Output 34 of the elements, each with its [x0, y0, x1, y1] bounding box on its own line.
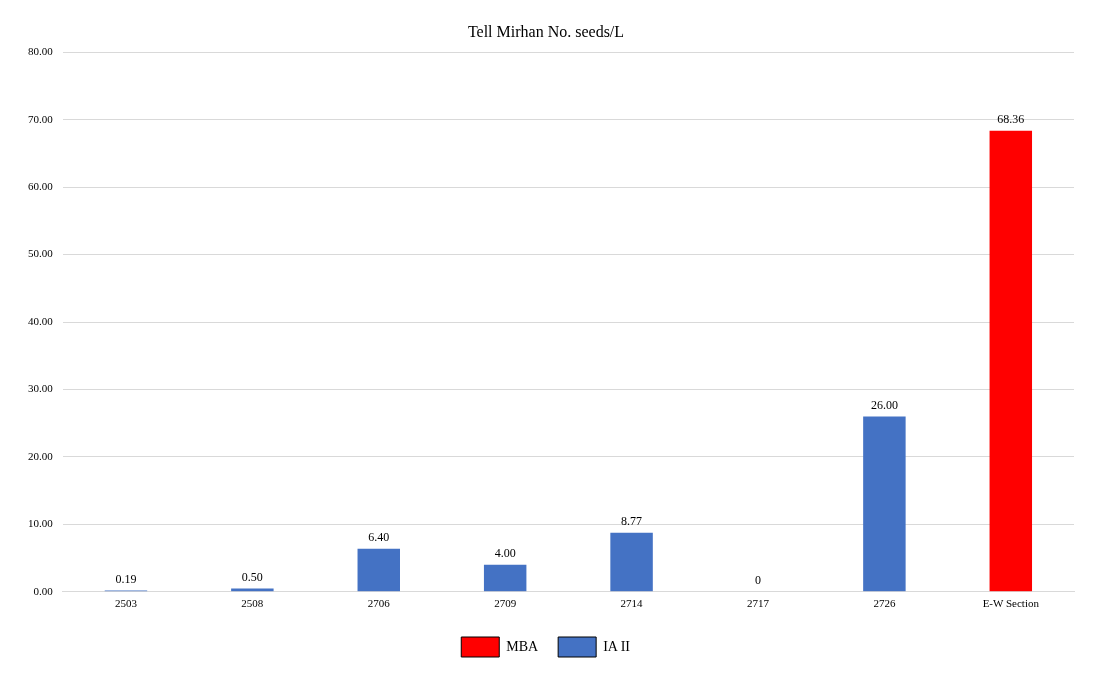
data-label: 26.00	[870, 397, 898, 412]
data-label: 0.50	[241, 569, 263, 584]
x-tick-label: 2503	[114, 597, 138, 610]
y-tick-label: 0.00	[33, 584, 54, 597]
data-label: 8.77	[621, 513, 643, 528]
x-tick-label: 2717	[746, 597, 770, 610]
x-tick-label: 2706	[367, 597, 391, 610]
chart-title: Tell Mirhan No. seeds/L	[467, 22, 625, 40]
data-label: 0.19	[115, 571, 137, 586]
y-tick-label: 50.00	[28, 247, 54, 260]
bar	[989, 130, 1033, 592]
x-tick-label: 2508	[241, 597, 264, 610]
legend-label: MBA	[506, 638, 540, 654]
y-tick-label: 10.00	[28, 517, 54, 530]
bar	[231, 588, 274, 592]
data-label: 6.40	[368, 529, 390, 544]
data-label: 4.00	[494, 545, 516, 560]
x-tick-label: E-W Section	[982, 597, 1040, 610]
y-tick-label: 80.00	[28, 45, 54, 58]
bar	[863, 416, 906, 592]
bar	[483, 564, 527, 592]
data-label: 0	[754, 572, 761, 587]
bar	[357, 548, 400, 592]
y-tick-label: 40.00	[28, 314, 54, 327]
y-tick-label: 60.00	[28, 179, 54, 192]
y-tick-label: 30.00	[28, 382, 54, 395]
x-tick-label: 2726	[873, 597, 896, 610]
data-label: 68.36	[997, 111, 1025, 126]
x-tick-label: 2709	[494, 597, 517, 610]
y-tick-label: 70.00	[28, 112, 54, 125]
legend-label: IA II	[603, 638, 631, 654]
y-tick-label: 20.00	[28, 449, 54, 462]
x-tick-label: 2714	[620, 597, 644, 610]
bar	[610, 532, 653, 592]
